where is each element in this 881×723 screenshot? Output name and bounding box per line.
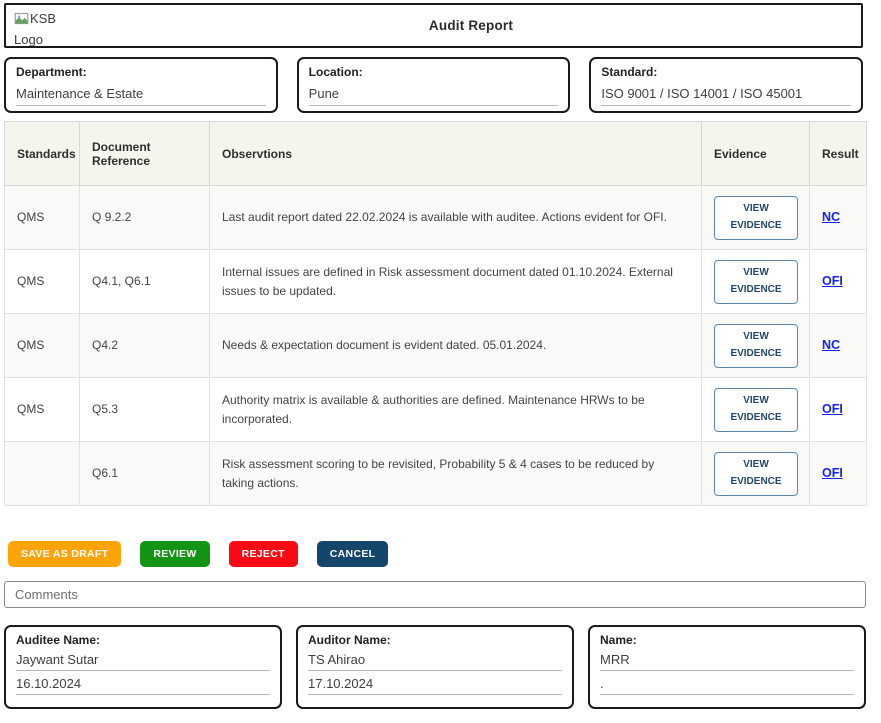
- standard-cell: QMS: [4, 313, 80, 378]
- fields-row: Department: Location: Standard:: [4, 57, 864, 113]
- evidence-cell: VIEW EVIDENCE: [701, 185, 810, 250]
- review-button[interactable]: REVIEW: [140, 541, 210, 567]
- auditee-date-input[interactable]: [16, 674, 270, 695]
- result-cell: NC: [809, 313, 867, 378]
- signoff-row: Auditee Name: Auditor Name: Name:: [4, 625, 866, 709]
- evidence-cell: VIEW EVIDENCE: [701, 313, 810, 378]
- observation-cell: Needs & expectation document is evident …: [209, 313, 702, 378]
- result-link[interactable]: NC: [822, 209, 841, 224]
- view-evidence-button[interactable]: VIEW EVIDENCE: [714, 195, 798, 240]
- name-input[interactable]: [600, 650, 854, 671]
- auditor-name-label: Auditor Name:: [308, 633, 391, 647]
- observations-table: Standards Document Reference Observtions…: [4, 121, 867, 506]
- auditor-signoff-box: Auditor Name:: [296, 625, 574, 709]
- table-row: Q6.1 Risk assessment scoring to be revis…: [4, 441, 867, 506]
- observation-cell: Authority matrix is available & authorit…: [209, 377, 702, 442]
- location-field-box: Location:: [296, 57, 571, 113]
- location-label: Location:: [308, 65, 363, 79]
- result-link[interactable]: NC: [822, 337, 841, 352]
- observation-cell: Last audit report dated 22.02.2024 is av…: [209, 185, 702, 250]
- result-cell: OFI: [809, 377, 867, 442]
- standard-input[interactable]: [601, 84, 852, 106]
- standard-cell: QMS: [4, 377, 80, 442]
- ksb-logo: KSB Logo: [14, 8, 84, 47]
- result-link[interactable]: OFI: [822, 465, 843, 480]
- comments-input[interactable]: [4, 581, 866, 608]
- view-evidence-button[interactable]: VIEW EVIDENCE: [714, 323, 798, 368]
- table-row: QMS Q4.1, Q6.1 Internal issues are defin…: [4, 249, 867, 314]
- result-link[interactable]: OFI: [822, 273, 843, 288]
- evidence-cell: VIEW EVIDENCE: [701, 249, 810, 314]
- standard-cell: [4, 441, 80, 506]
- auditor-date-input[interactable]: [308, 674, 562, 695]
- result-link[interactable]: OFI: [822, 401, 843, 416]
- table-header-row: Standards Document Reference Observtions…: [4, 121, 867, 186]
- col-document-reference: Document Reference: [79, 121, 210, 186]
- reject-button[interactable]: REJECT: [228, 541, 298, 567]
- result-cell: OFI: [809, 441, 867, 506]
- observation-cell: Risk assessment scoring to be revisited,…: [209, 441, 702, 506]
- col-result: Result: [809, 121, 867, 186]
- col-evidence: Evidence: [701, 121, 810, 186]
- auditee-name-label: Auditee Name:: [16, 633, 101, 647]
- result-cell: OFI: [809, 249, 867, 314]
- doc-ref-cell: Q4.1, Q6.1: [79, 249, 210, 314]
- result-cell: NC: [809, 185, 867, 250]
- standard-cell: QMS: [4, 185, 80, 250]
- page-title: Audit Report: [428, 18, 514, 33]
- table-row: QMS Q 9.2.2 Last audit report dated 22.0…: [4, 185, 867, 250]
- doc-ref-cell: Q4.2: [79, 313, 210, 378]
- actions-row: SAVE AS DRAFT REVIEW REJECT CANCEL: [8, 541, 881, 567]
- logo-alt-text: KSB Logo: [14, 11, 57, 47]
- doc-ref-cell: Q 9.2.2: [79, 185, 210, 250]
- evidence-cell: VIEW EVIDENCE: [701, 441, 810, 506]
- name-date-input[interactable]: [600, 674, 854, 695]
- department-input[interactable]: [16, 84, 266, 106]
- location-input[interactable]: [308, 84, 559, 106]
- table-row: QMS Q4.2 Needs & expectation document is…: [4, 313, 867, 378]
- broken-image-icon: [14, 11, 30, 26]
- department-label: Department:: [16, 65, 87, 79]
- doc-ref-cell: Q6.1: [79, 441, 210, 506]
- col-standards: Standards: [4, 121, 80, 186]
- mrr-signoff-box: Name:: [588, 625, 866, 709]
- table-row: QMS Q5.3 Authority matrix is available &…: [4, 377, 867, 442]
- report-header: KSB Logo Audit Report: [4, 3, 863, 48]
- standard-label: Standard:: [601, 65, 658, 79]
- name-label: Name:: [600, 633, 637, 647]
- department-field-box: Department:: [4, 57, 278, 113]
- evidence-cell: VIEW EVIDENCE: [701, 377, 810, 442]
- cancel-button[interactable]: CANCEL: [316, 541, 389, 567]
- standard-field-box: Standard:: [589, 57, 864, 113]
- doc-ref-cell: Q5.3: [79, 377, 210, 442]
- view-evidence-button[interactable]: VIEW EVIDENCE: [714, 259, 798, 304]
- save-as-draft-button[interactable]: SAVE AS DRAFT: [8, 541, 122, 567]
- auditee-signoff-box: Auditee Name:: [4, 625, 282, 709]
- standard-cell: QMS: [4, 249, 80, 314]
- view-evidence-button[interactable]: VIEW EVIDENCE: [714, 387, 798, 432]
- auditor-name-input[interactable]: [308, 650, 562, 671]
- col-observations: Observtions: [209, 121, 702, 186]
- observation-cell: Internal issues are defined in Risk asse…: [209, 249, 702, 314]
- auditee-name-input[interactable]: [16, 650, 270, 671]
- view-evidence-button[interactable]: VIEW EVIDENCE: [714, 451, 798, 496]
